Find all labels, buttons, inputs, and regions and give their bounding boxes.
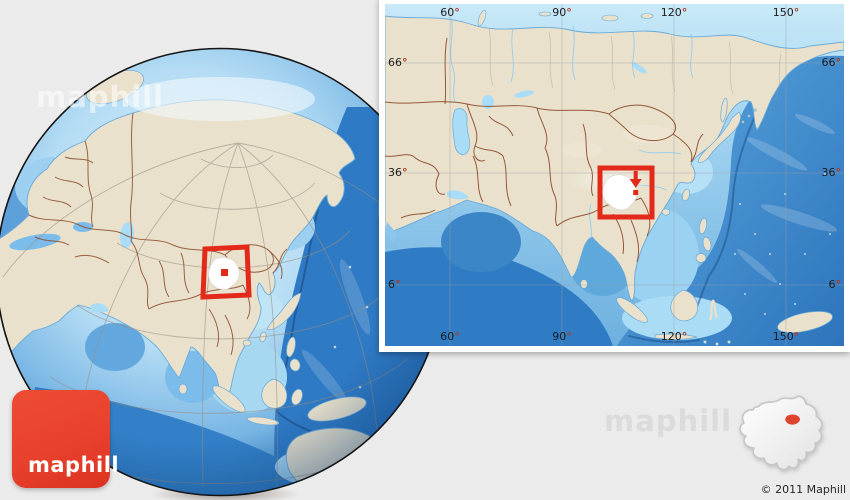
inset-highlight-rectangle (597, 165, 655, 220)
logo-text: maphill (28, 453, 120, 477)
tick-label: 6° (828, 278, 842, 291)
tick-label: 90° (552, 330, 572, 343)
locator-globe (0, 47, 445, 497)
tick-label: 36° (388, 166, 408, 179)
location-arrow-icon (629, 171, 642, 188)
inset-graticule (385, 4, 844, 346)
tick-label: 90° (552, 6, 572, 19)
tick-label: 120° (660, 330, 688, 343)
inset-borders (385, 37, 704, 263)
tick-label: 66° (388, 56, 408, 69)
tick-label: 150° (772, 330, 800, 343)
region-thumbnail (726, 388, 836, 480)
copyright-text: © 2011 Maphill (760, 483, 846, 496)
tick-label: 36° (821, 166, 842, 179)
inset-map-frame: 60° 90° 120° 150° 60° 90° 120° 150° 66° … (379, 0, 850, 352)
maphill-logo[interactable]: maphill (12, 390, 119, 488)
tick-label: 66° (821, 56, 842, 69)
globe-graphic (0, 47, 445, 497)
tick-label: 150° (772, 6, 800, 19)
tick-label: 6° (388, 278, 401, 291)
watermark: maphill (604, 404, 733, 438)
tick-label: 120° (660, 6, 688, 19)
inset-map-graphic (385, 4, 844, 346)
inset-rivers (450, 17, 694, 239)
tick-label: 60° (440, 330, 460, 343)
region-outline (739, 395, 823, 471)
region-outline-graphic (739, 395, 823, 471)
tick-label: 60° (440, 6, 460, 19)
region-marker (785, 414, 800, 425)
inset-land-eurasia (385, 15, 844, 302)
inset-map: 60° 90° 120° 150° 60° 90° 120° 150° 66° … (385, 4, 844, 346)
inset-region-marker (633, 190, 639, 195)
